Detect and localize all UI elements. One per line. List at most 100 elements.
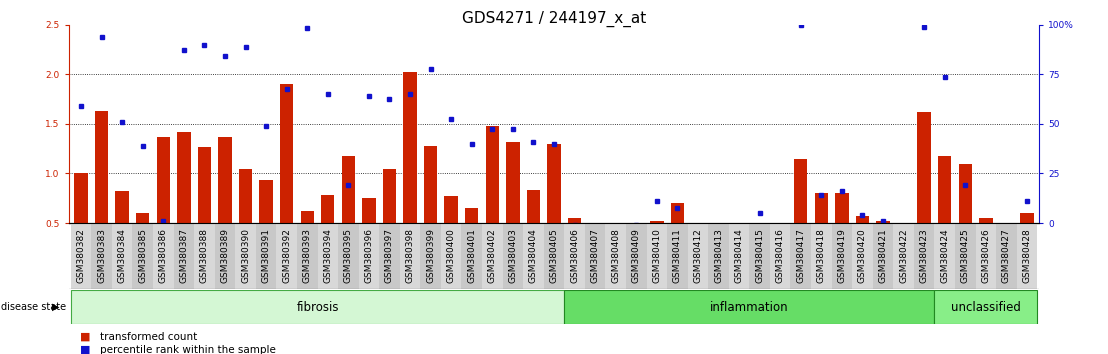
Bar	[321, 195, 335, 223]
Bar	[564, 290, 934, 324]
Text: GSM380421: GSM380421	[879, 228, 888, 283]
Bar	[526, 190, 540, 223]
Bar	[400, 223, 420, 289]
Bar	[773, 223, 787, 251]
Bar	[732, 223, 746, 241]
Bar	[855, 216, 869, 223]
Bar	[708, 223, 729, 289]
Bar	[300, 211, 314, 223]
Text: GSM380409: GSM380409	[632, 228, 640, 283]
Bar	[729, 223, 749, 289]
Bar	[506, 142, 520, 223]
Bar	[938, 156, 952, 223]
Bar	[235, 223, 256, 289]
Bar	[979, 218, 993, 223]
Bar	[482, 223, 503, 289]
Bar	[379, 223, 400, 289]
Text: GSM380397: GSM380397	[384, 228, 394, 283]
Text: GSM380392: GSM380392	[283, 228, 291, 283]
Bar	[174, 223, 194, 289]
Bar	[71, 290, 564, 324]
Bar	[873, 223, 893, 289]
Bar	[999, 223, 1013, 231]
Bar	[811, 223, 832, 289]
Bar	[362, 198, 376, 223]
Text: GSM380387: GSM380387	[179, 228, 188, 283]
Bar	[914, 223, 934, 289]
Bar	[197, 147, 212, 223]
Bar	[955, 223, 975, 289]
Text: GSM380394: GSM380394	[324, 228, 332, 283]
Text: GSM380420: GSM380420	[858, 228, 866, 283]
Bar	[975, 223, 996, 289]
Bar	[770, 223, 790, 289]
Bar	[503, 223, 523, 289]
Bar	[215, 223, 235, 289]
Text: GSM380424: GSM380424	[941, 228, 950, 283]
Text: ■: ■	[80, 332, 90, 342]
Bar	[485, 126, 499, 223]
Text: GSM380412: GSM380412	[694, 228, 702, 283]
Bar	[670, 203, 684, 223]
Text: GSM380405: GSM380405	[550, 228, 558, 283]
Bar	[259, 181, 273, 223]
Bar	[359, 223, 379, 289]
Text: GSM380413: GSM380413	[714, 228, 724, 283]
Text: GSM380400: GSM380400	[447, 228, 455, 283]
Bar	[276, 223, 297, 289]
Text: GSM380389: GSM380389	[220, 228, 229, 283]
Bar	[338, 223, 359, 289]
Text: GSM380411: GSM380411	[673, 228, 681, 283]
Bar	[153, 223, 174, 289]
Bar	[893, 223, 914, 289]
Text: GSM380406: GSM380406	[570, 228, 579, 283]
Text: GSM380383: GSM380383	[98, 228, 106, 283]
Text: GSM380399: GSM380399	[427, 228, 435, 283]
Text: GSM380423: GSM380423	[920, 228, 929, 283]
Text: inflammation: inflammation	[710, 301, 789, 314]
Bar	[996, 223, 1017, 289]
Bar	[218, 137, 232, 223]
Bar	[156, 137, 170, 223]
Bar	[753, 223, 767, 226]
Text: GSM380404: GSM380404	[529, 228, 538, 283]
Text: ■: ■	[80, 345, 90, 354]
Bar	[688, 223, 708, 289]
Bar	[934, 223, 955, 289]
Bar	[444, 196, 458, 223]
Text: GSM380417: GSM380417	[797, 228, 806, 283]
Bar	[341, 156, 355, 223]
Bar	[112, 223, 133, 289]
Bar	[318, 223, 338, 289]
Bar	[691, 223, 705, 233]
Bar	[568, 218, 582, 223]
Bar	[626, 223, 647, 289]
Bar	[585, 223, 605, 289]
Bar	[790, 223, 811, 289]
Bar	[424, 146, 438, 223]
Text: GSM380418: GSM380418	[817, 228, 825, 283]
Bar	[256, 223, 276, 289]
Bar	[420, 223, 441, 289]
Bar	[564, 223, 585, 289]
Text: GSM380403: GSM380403	[509, 228, 517, 283]
Bar	[958, 164, 972, 223]
Bar	[297, 223, 318, 289]
Text: GSM380384: GSM380384	[117, 228, 126, 283]
Bar	[917, 112, 931, 223]
Bar	[280, 84, 294, 223]
Text: GSM380407: GSM380407	[591, 228, 599, 283]
Text: GSM380401: GSM380401	[468, 228, 476, 283]
Bar	[1020, 213, 1034, 223]
Bar	[71, 223, 91, 289]
Text: GSM380391: GSM380391	[261, 228, 270, 283]
Bar	[629, 223, 643, 228]
Bar	[465, 208, 479, 223]
Text: GSM380398: GSM380398	[406, 228, 414, 283]
Bar	[711, 223, 726, 235]
Bar	[814, 193, 828, 223]
Text: percentile rank within the sample: percentile rank within the sample	[100, 345, 276, 354]
Text: GSM380386: GSM380386	[158, 228, 167, 283]
Bar	[852, 223, 873, 289]
Bar	[588, 223, 602, 245]
